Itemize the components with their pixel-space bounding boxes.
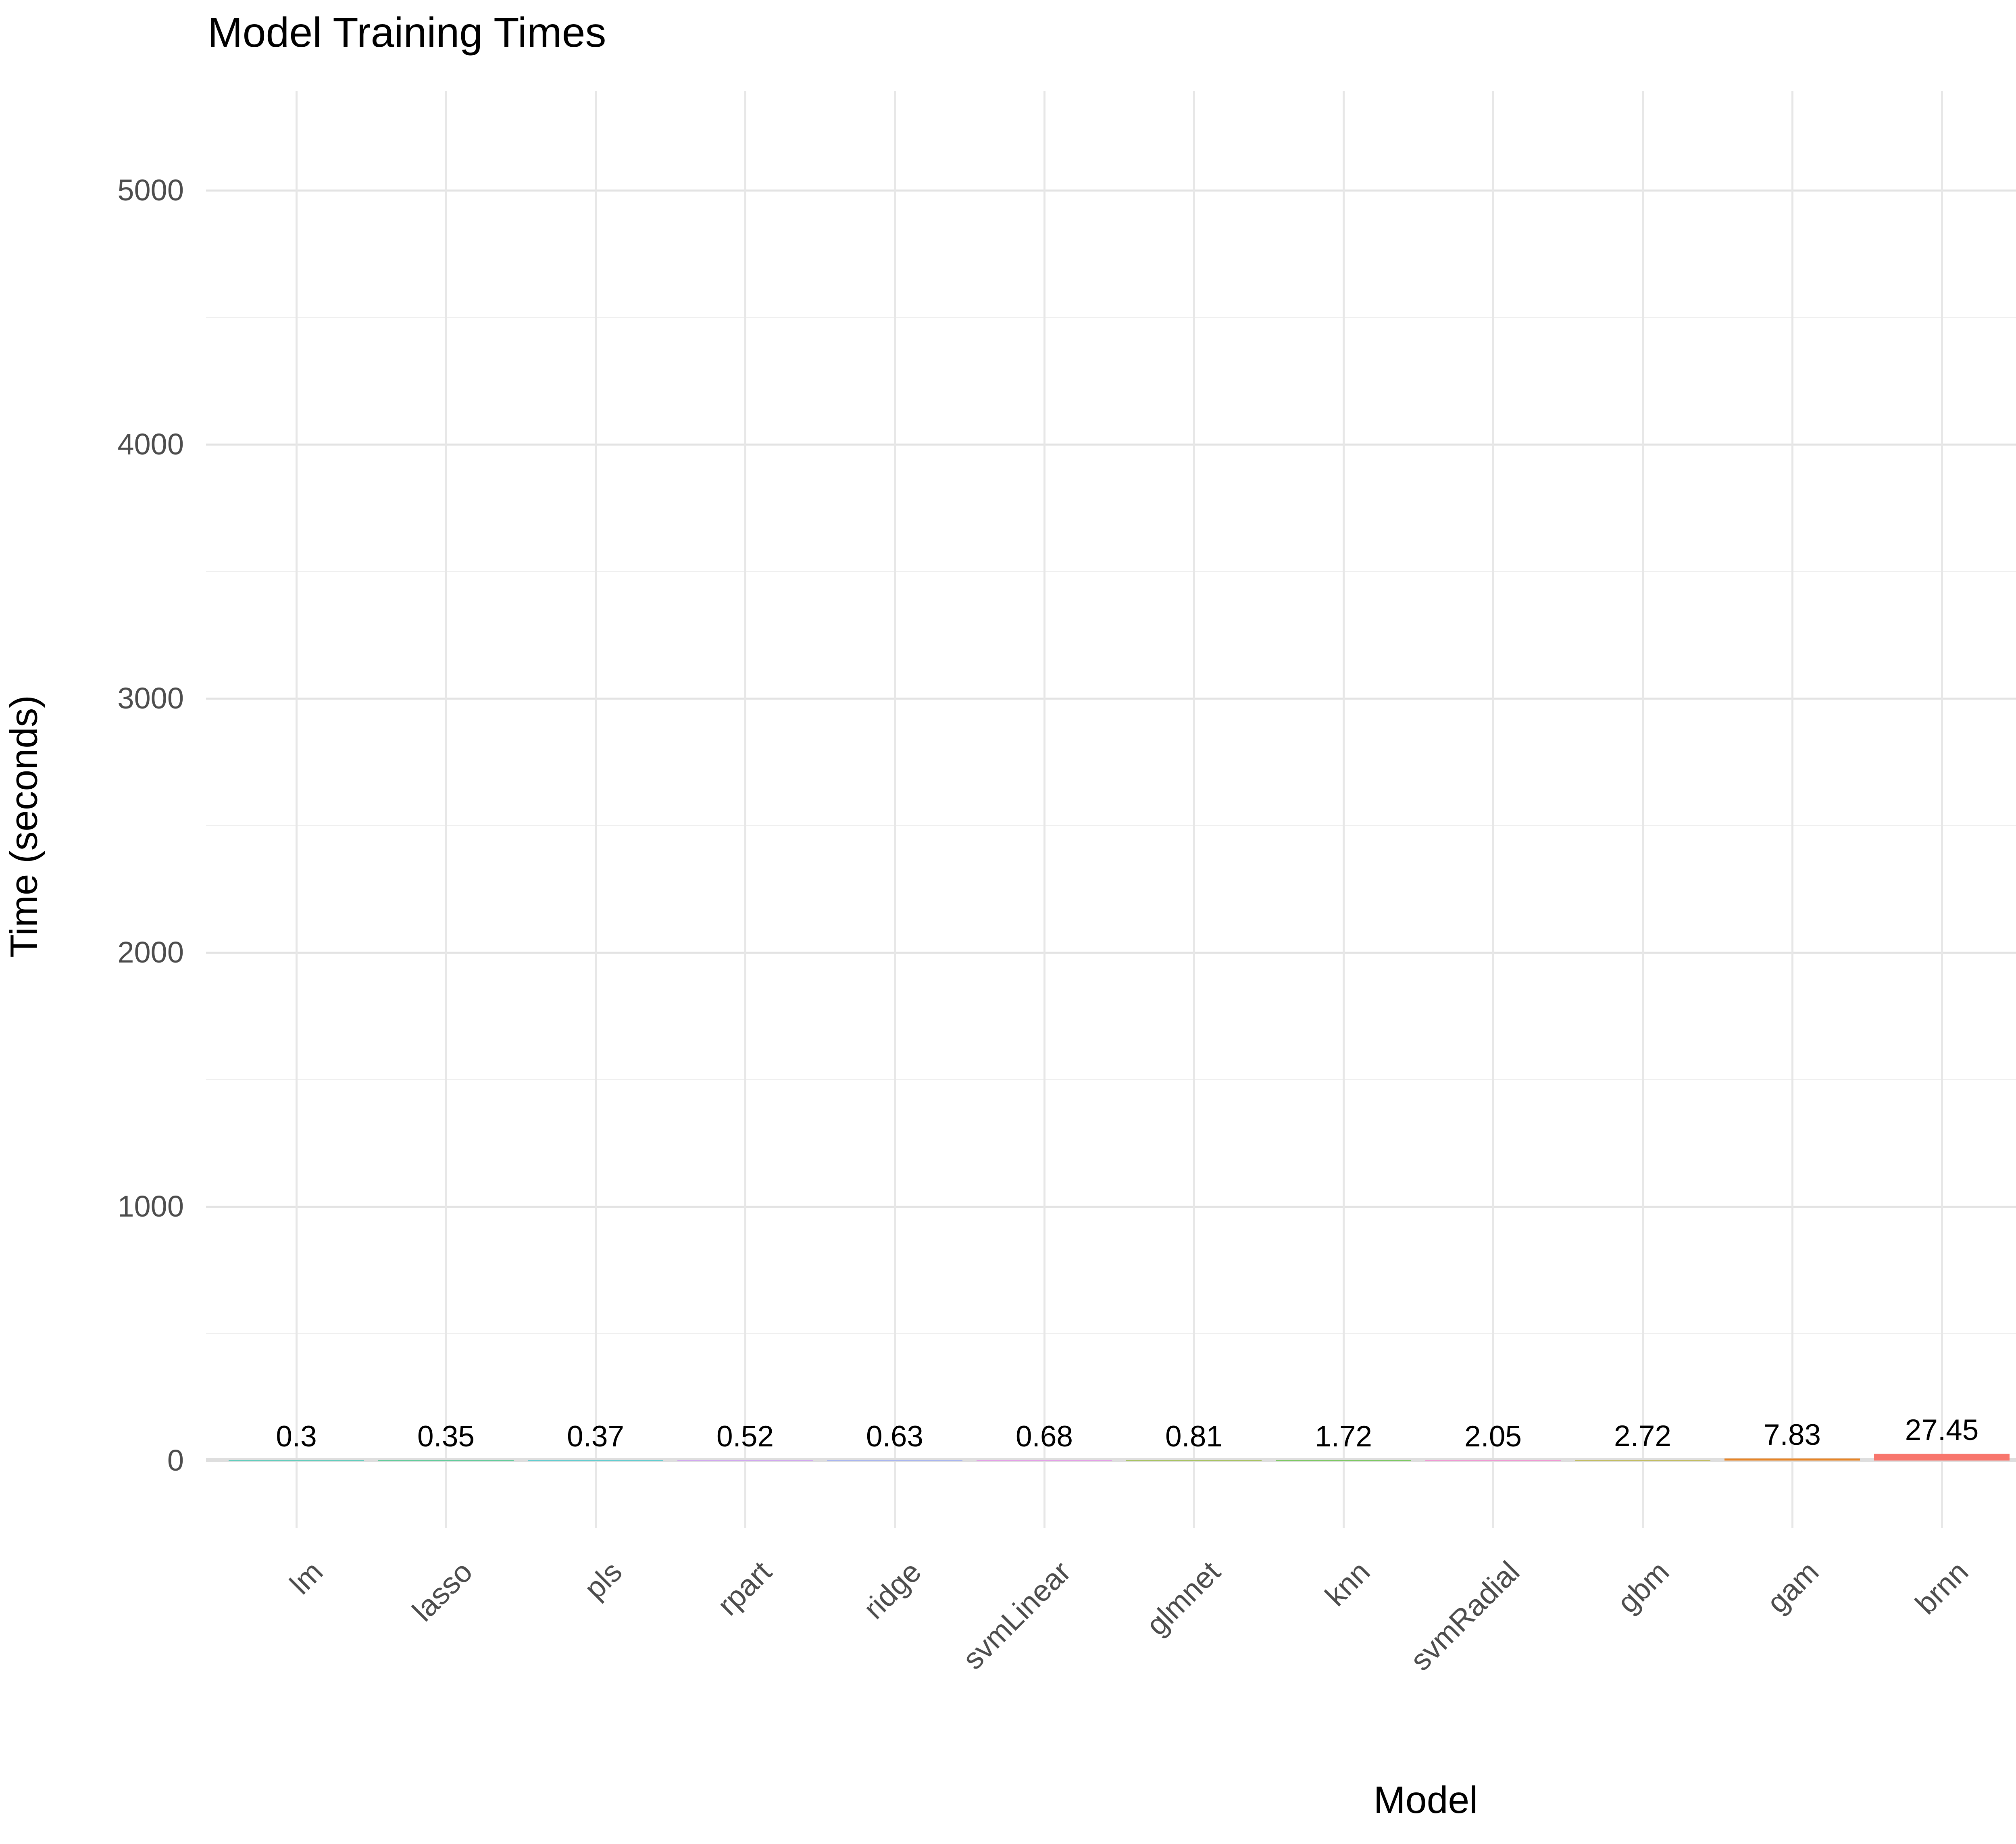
x-major-gridline (595, 91, 597, 1528)
x-tick-label-gbm: gbm (1610, 1554, 1676, 1620)
bar-value-label-ridge: 0.63 (866, 1420, 924, 1453)
y-minor-gridline (206, 571, 2016, 572)
y-minor-gridline (206, 825, 2016, 826)
bar-lasso (378, 1460, 514, 1461)
x-axis-title: Model (1373, 1779, 1478, 1821)
x-major-gridline (296, 91, 298, 1528)
y-major-gridline (206, 698, 2016, 700)
x-major-gridline (1343, 91, 1345, 1528)
y-minor-gridline (206, 1079, 2016, 1080)
x-tick-label-lasso: lasso (406, 1554, 479, 1628)
x-major-gridline (744, 91, 746, 1528)
bar-brnn (1874, 1453, 2010, 1461)
bar-value-label-lm: 0.3 (276, 1420, 317, 1453)
bar-glmnet (1126, 1460, 1262, 1461)
y-axis-title: Time (seconds) (2, 695, 46, 958)
y-major-gridline (206, 1206, 2016, 1208)
bar-value-label-lasso: 0.35 (417, 1420, 475, 1453)
x-tick-label-knn: knn (1318, 1554, 1377, 1613)
x-tick-label-pls: pls (577, 1554, 629, 1606)
bar-value-label-svmRadial: 2.05 (1464, 1420, 1522, 1453)
x-major-gridline (1642, 91, 1644, 1528)
chart-title: Model Training Times (208, 9, 606, 56)
bar-pls (528, 1460, 663, 1461)
bar-value-label-brnn: 27.45 (1905, 1413, 1979, 1446)
y-minor-gridline (206, 317, 2016, 318)
bar-svmLinear (977, 1460, 1112, 1461)
x-major-gridline (1043, 91, 1045, 1528)
x-tick-label-gam: gam (1760, 1554, 1825, 1620)
y-tick-label: 1000 (117, 1190, 184, 1223)
bar-svmRadial (1425, 1460, 1561, 1461)
x-tick-label-brnn: brnn (1908, 1554, 1975, 1621)
bar-value-label-pls: 0.37 (566, 1420, 625, 1453)
y-major-gridline (206, 952, 2016, 954)
x-major-gridline (1791, 91, 1793, 1528)
bar-ridge (827, 1460, 962, 1461)
bar-value-label-glmnet: 0.81 (1165, 1420, 1223, 1453)
bar-value-label-gbm: 2.72 (1614, 1420, 1672, 1453)
y-major-gridline (206, 444, 2016, 446)
x-tick-label-ridge: ridge (857, 1554, 928, 1625)
x-major-gridline (1492, 91, 1494, 1528)
x-major-gridline (445, 91, 447, 1528)
y-tick-label: 4000 (117, 427, 184, 461)
x-tick-label-svmLinear: svmLinear (956, 1554, 1077, 1676)
x-major-gridline (1193, 91, 1195, 1528)
x-major-gridline (894, 91, 896, 1528)
bar-knn (1276, 1460, 1411, 1461)
bar-value-label-knn: 1.72 (1314, 1420, 1372, 1453)
y-minor-gridline (206, 1333, 2016, 1334)
bar-gbm (1575, 1460, 1710, 1461)
y-tick-label: 3000 (117, 681, 184, 715)
x-tick-label-glmnet: glmnet (1139, 1554, 1227, 1642)
y-major-gridline (206, 190, 2016, 192)
bar-gam (1724, 1459, 1860, 1461)
bar-lm (229, 1460, 364, 1461)
x-tick-label-svmRadial: svmRadial (1404, 1554, 1526, 1677)
bar-rpart (677, 1460, 813, 1461)
bar-value-label-svmLinear: 0.68 (1015, 1420, 1073, 1453)
y-tick-label: 2000 (117, 936, 184, 969)
x-tick-label-lm: lm (283, 1554, 329, 1601)
x-tick-label-rpart: rpart (711, 1554, 778, 1622)
x-major-gridline (1941, 91, 1943, 1528)
bar-value-label-gam: 7.83 (1763, 1419, 1821, 1452)
bar-value-label-rpart: 0.52 (716, 1420, 774, 1453)
y-tick-label: 0 (167, 1444, 184, 1477)
y-tick-label: 5000 (117, 173, 184, 207)
